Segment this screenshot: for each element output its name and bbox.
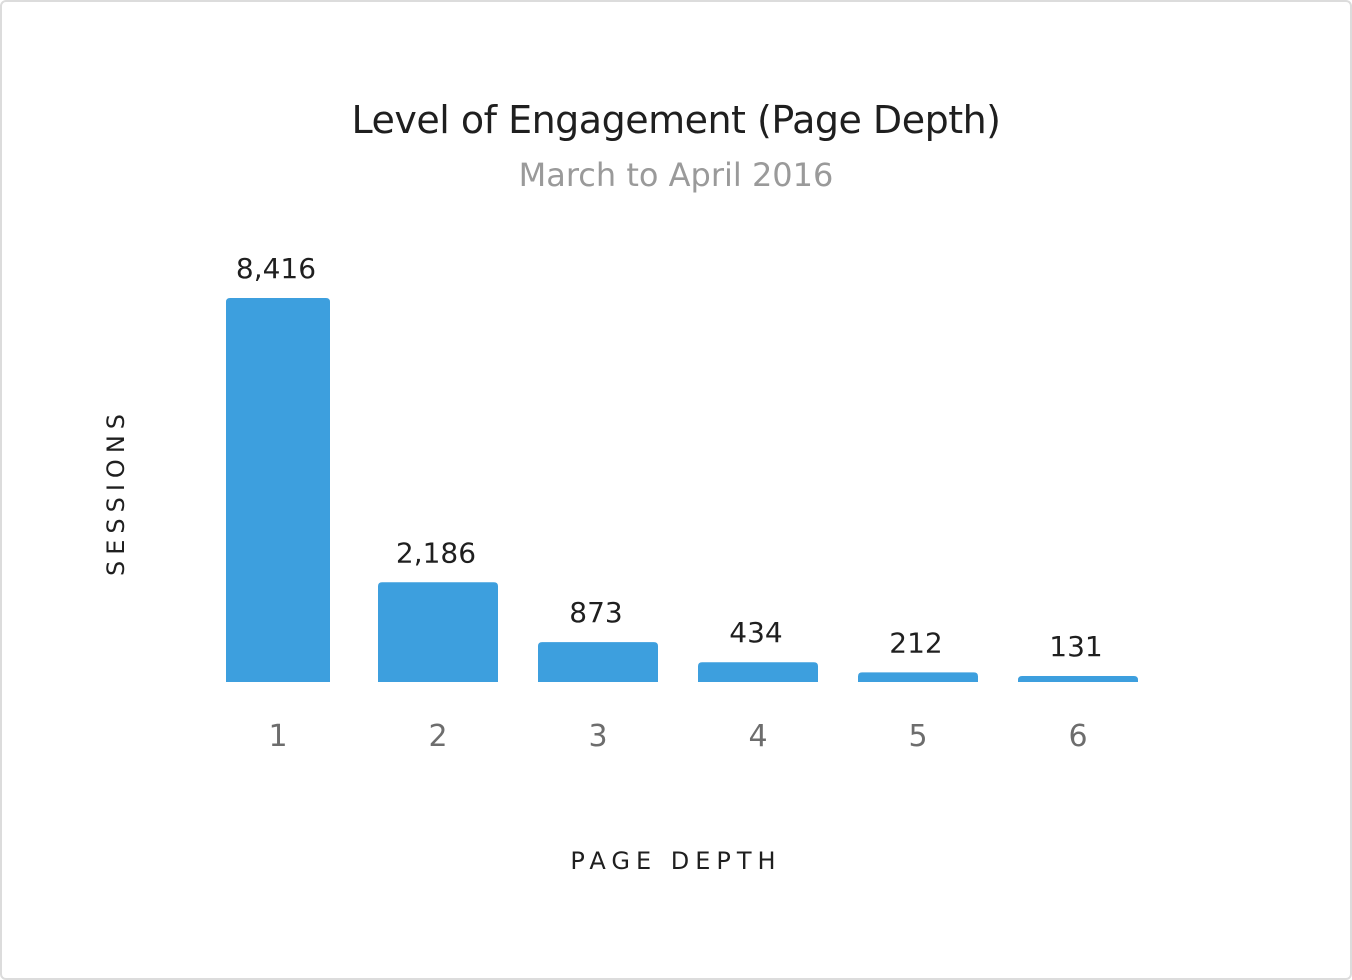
category-label-5: 5 [908, 719, 927, 754]
x-axis-label: PAGE DEPTH [570, 847, 782, 875]
value-label-2: 2,186 [396, 536, 476, 569]
bar-page-depth-5 [858, 672, 978, 682]
bar-page-depth-2 [378, 582, 498, 682]
category-label-1: 1 [268, 719, 287, 754]
bar-page-depth-6 [1018, 676, 1138, 682]
value-label-5: 212 [889, 626, 942, 659]
bar-page-depth-1 [226, 298, 330, 682]
value-label-3: 873 [569, 596, 622, 629]
chart-title: Level of Engagement (Page Depth) [351, 98, 1001, 142]
value-label-4: 434 [729, 616, 782, 649]
value-labels-layer: 8,416 2,186 873 434 212 131 [236, 252, 1103, 663]
category-label-6: 6 [1068, 719, 1087, 754]
category-label-3: 3 [588, 719, 607, 754]
category-label-4: 4 [748, 719, 767, 754]
category-label-2: 2 [428, 719, 447, 754]
chart-subtitle: March to April 2016 [518, 156, 834, 194]
bar-page-depth-4 [698, 662, 818, 682]
category-labels-layer: 1 2 3 4 5 6 [268, 719, 1087, 754]
value-label-6: 131 [1049, 630, 1102, 663]
value-label-1: 8,416 [236, 252, 316, 285]
bars-layer [226, 298, 1138, 682]
bar-page-depth-3 [538, 642, 658, 682]
